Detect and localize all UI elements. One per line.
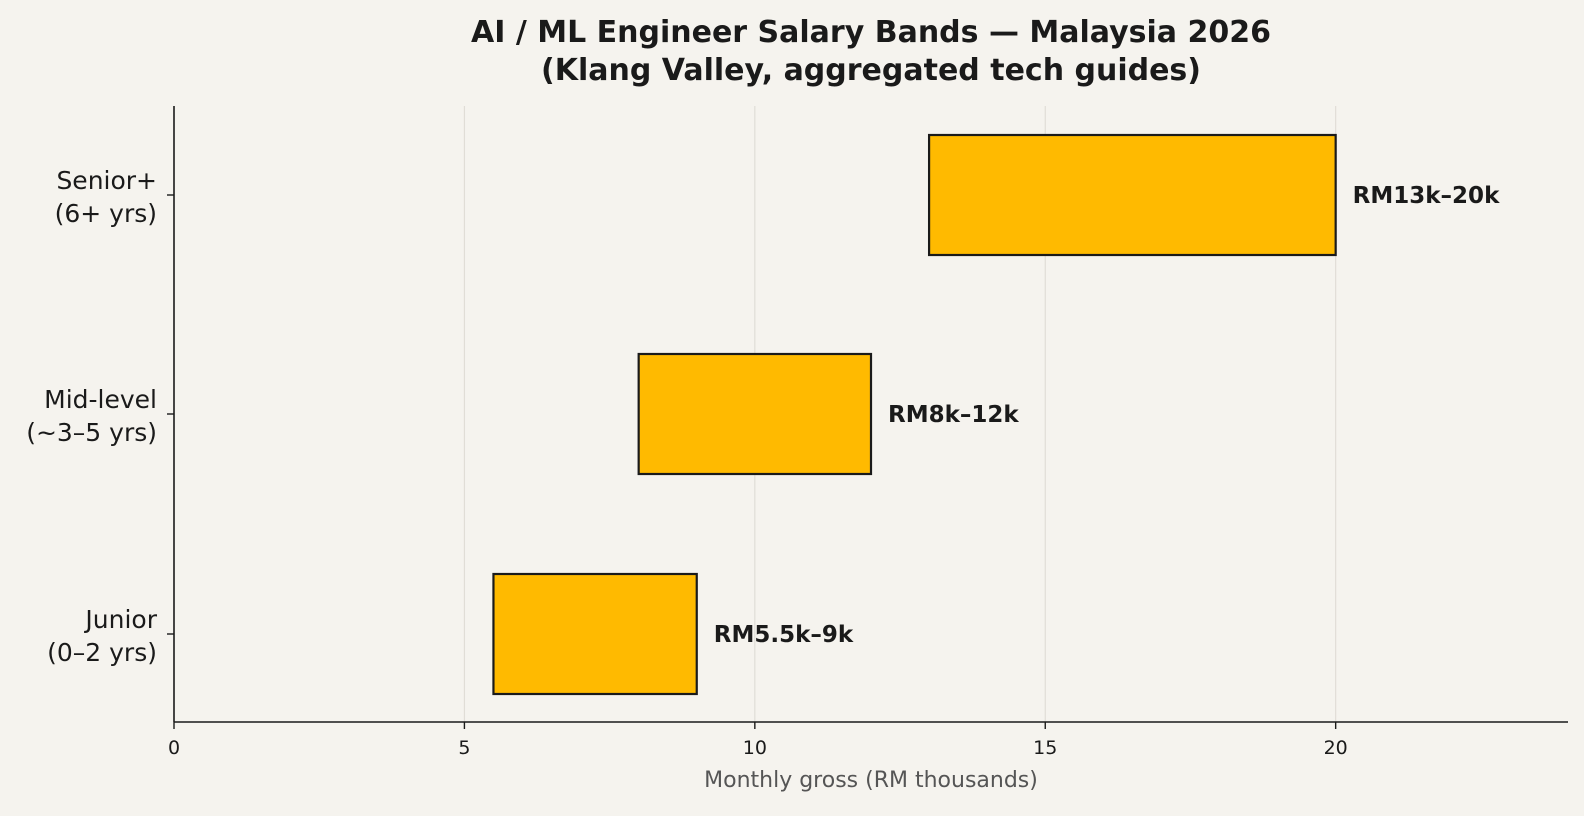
category-label-2-line-2: (6+ yrs) [55,199,157,228]
chart-title-line-2: (Klang Valley, aggregated tech guides) [541,53,1201,88]
category-label-2-line-1: Senior+ [56,166,157,195]
x-axis-label: Monthly gross (RM thousands) [704,768,1038,793]
category-label-1-line-1: Mid-level [44,385,157,414]
x-tick-label-2: 10 [743,737,767,759]
bar-label-2: RM13k–20k [1353,183,1500,209]
bar-label-0: RM5.5k–9k [714,622,854,648]
bar-0 [492,572,698,696]
x-tick-label-3: 15 [1033,737,1057,759]
x-tick-label-1: 5 [458,737,470,759]
category-label-0-line-1: Junior [83,605,157,634]
category-label-1-line-2: (~3–5 yrs) [26,418,157,447]
bar-label-1: RM8k–12k [888,402,1019,428]
x-tick-label-0: 0 [168,737,180,759]
x-tick-label-4: 20 [1324,737,1348,759]
chart-title-line-1: AI / ML Engineer Salary Bands — Malaysia… [471,15,1271,50]
category-label-0-line-2: (0–2 yrs) [47,638,157,667]
bar-1 [637,352,873,476]
bar-2 [927,133,1337,257]
chart-title: AI / ML Engineer Salary Bands — Malaysia… [174,14,1568,90]
